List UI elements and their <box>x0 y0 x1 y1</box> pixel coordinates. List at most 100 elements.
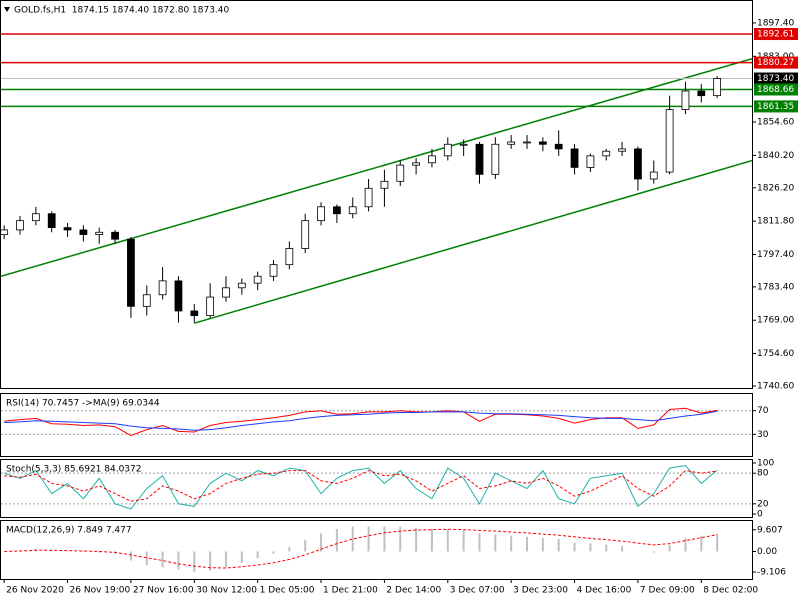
y-tick-label: 0.00 <box>757 547 777 557</box>
candle-body <box>174 280 183 312</box>
candle-body <box>380 180 389 189</box>
candle-body <box>31 213 40 222</box>
candle-body <box>206 296 215 317</box>
candle-body <box>443 143 452 157</box>
series-line <box>4 470 718 502</box>
candle-body <box>222 287 230 298</box>
candle-body <box>285 248 294 266</box>
macd-panel <box>0 520 753 580</box>
y-tick-label: 1840.20 <box>757 151 794 161</box>
price-label: 1880.27 <box>757 58 794 68</box>
candle-body <box>634 148 642 180</box>
y-tick-label: 20 <box>757 499 769 509</box>
candle-body <box>111 231 119 240</box>
candle-body <box>412 162 420 166</box>
panel-content <box>1 464 752 510</box>
x-tick-label: 4 Dec 16:00 <box>577 586 632 596</box>
candle-body <box>681 90 690 110</box>
candle-body <box>554 143 563 150</box>
panel-title: MACD(12,26,9) 7.849 7.477 <box>6 526 132 536</box>
panel-title: Stoch(5,3,3) 85.6921 84.0372 <box>6 465 141 475</box>
candle-body <box>79 229 88 235</box>
price-label-box <box>754 72 798 85</box>
candle-body <box>142 294 151 307</box>
x-tick-label: 3 Dec 23:00 <box>513 586 568 596</box>
y-tick-label: 80 <box>757 469 769 479</box>
candle-body <box>348 206 357 215</box>
price-label-box <box>754 56 798 69</box>
candle-body <box>459 143 468 146</box>
candle-body <box>665 109 674 173</box>
x-tick-label: 26 Nov 19:00 <box>70 586 131 596</box>
y-tick-label: 1897.40 <box>757 18 794 28</box>
candle-body <box>1 229 9 235</box>
x-tick-label: 1 Dec 21:00 <box>323 586 378 596</box>
candle-body <box>396 164 405 182</box>
candle-body <box>649 171 658 180</box>
series-line <box>4 528 718 569</box>
y-tick-label: 0 <box>757 510 763 520</box>
candle-body <box>475 143 484 175</box>
candle-body <box>63 227 72 231</box>
y-tick-label: 1769.00 <box>757 316 794 326</box>
x-tick-label: 7 Dec 09:00 <box>640 586 695 596</box>
candle-body <box>713 78 722 97</box>
candle-body <box>237 282 246 289</box>
series-line <box>4 407 718 437</box>
series-line <box>4 464 718 510</box>
candle-body <box>570 148 579 168</box>
price-label-box <box>754 83 798 96</box>
y-tick-label: 100 <box>757 458 774 468</box>
x-tick-label: 1 Dec 05:00 <box>260 586 315 596</box>
y-tick-label: 1740.60 <box>757 381 794 391</box>
price-label: 1892.61 <box>757 30 794 40</box>
candle-body <box>317 206 325 222</box>
panel-content <box>4 526 719 572</box>
x-tick-label: 3 Dec 07:00 <box>450 586 505 596</box>
main-panel <box>0 0 753 389</box>
y-tick-label: 1783.40 <box>757 282 794 292</box>
panel-content <box>1 33 752 324</box>
y-tick-label: 1826.20 <box>757 183 794 193</box>
y-tick-label: 1854.60 <box>757 118 794 128</box>
y-tick-label: 1754.60 <box>757 349 794 359</box>
candle-body <box>491 143 500 175</box>
y-tick-label: 30 <box>757 430 769 440</box>
candle-body <box>507 141 516 145</box>
candle-body <box>333 206 341 215</box>
candle-body <box>158 280 167 296</box>
candle-body <box>47 213 56 229</box>
candle-body <box>697 90 706 97</box>
candle-body <box>428 155 436 164</box>
candle-body <box>618 148 626 152</box>
trend-line <box>1 57 752 277</box>
candle-body <box>538 141 547 145</box>
y-tick-label: -9.106 <box>757 568 786 578</box>
trend-line <box>194 159 752 324</box>
panel-title: RSI(14) 70.7457 ->MA(9) 69.0344 <box>6 399 160 409</box>
y-tick-label: 1797.40 <box>757 250 794 260</box>
candle-body <box>127 238 135 307</box>
price-label-box <box>754 28 798 41</box>
rsi-panel <box>0 393 753 457</box>
x-tick-label: 2 Dec 14:00 <box>386 586 441 596</box>
candle-body <box>602 150 611 157</box>
candle-body <box>253 275 262 284</box>
candle-body <box>523 141 531 144</box>
price-label: 1868.66 <box>757 85 794 95</box>
menu-arrow[interactable] <box>4 7 10 12</box>
candle-body <box>95 231 104 235</box>
price-label-box <box>754 100 798 113</box>
price-label: 1873.40 <box>757 74 794 84</box>
candle-body <box>301 220 310 249</box>
series-line <box>4 410 718 431</box>
y-tick-label: 1811.80 <box>757 217 794 227</box>
x-tick-label: 8 Dec 02:00 <box>703 586 758 596</box>
x-tick-label: 26 Nov 2020 <box>6 586 64 596</box>
y-tick-label: 70 <box>757 406 769 416</box>
candle-body <box>190 310 199 317</box>
panel-content <box>1 407 752 437</box>
price-label: 1861.35 <box>757 102 794 112</box>
stoch-panel <box>0 459 753 518</box>
